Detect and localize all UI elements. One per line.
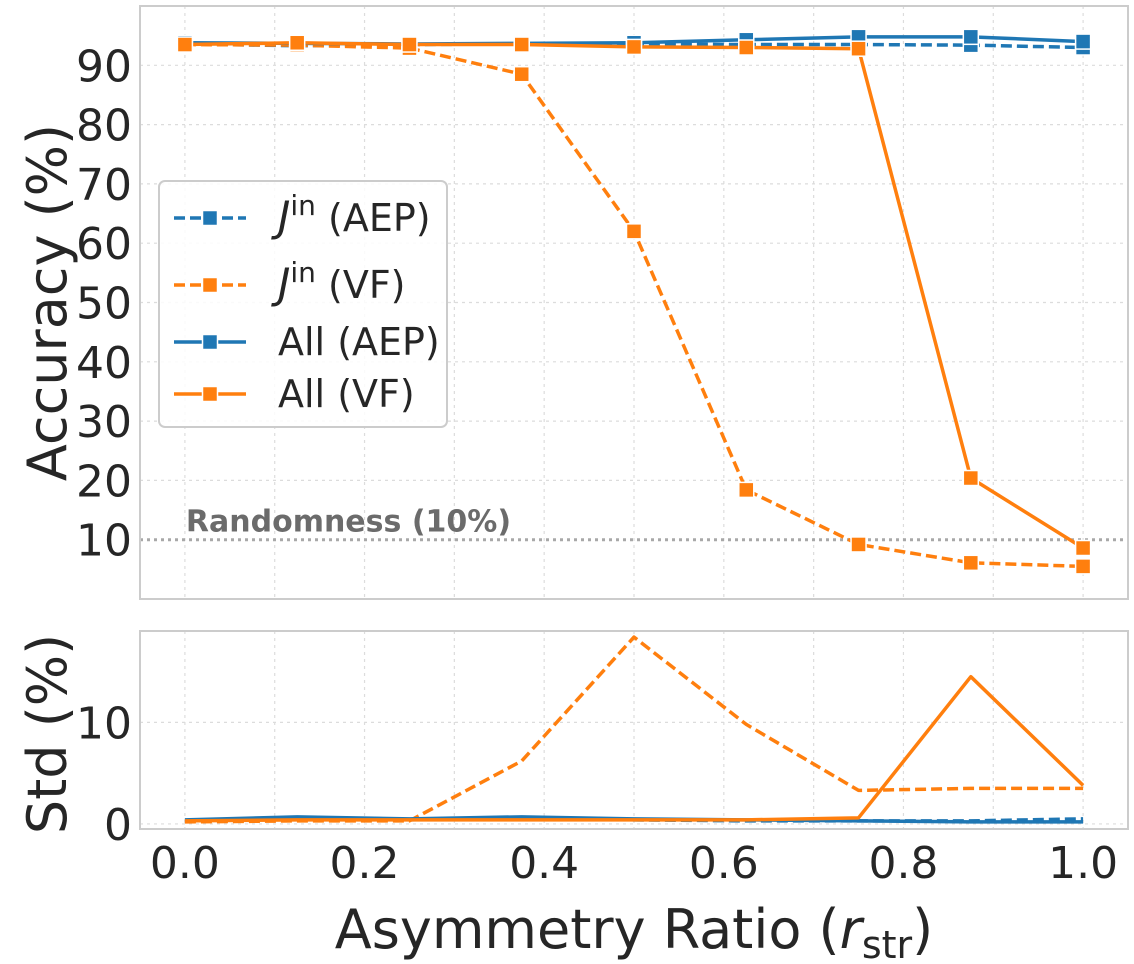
accuracy-series-3-marker (625, 38, 643, 56)
accuracy-series-1-marker (738, 481, 755, 499)
std-y-axis-label: Std (%) (16, 634, 79, 834)
x-axis-label-main: Asymmetry Ratio ( (335, 898, 840, 961)
x-tick-label: 0.8 (868, 838, 938, 889)
x-axis-label-var: r (840, 898, 865, 961)
x-axis-label-sub: str (862, 923, 913, 964)
accuracy-series-3-marker (401, 36, 418, 53)
accuracy-series-3-marker (176, 36, 194, 53)
x-tick-labels: 0.0 0.2 0.4 0.6 0.8 1.0 (150, 838, 1118, 889)
std-series-line-3 (184, 674, 1085, 823)
accuracy-panel: Randomness (10%) 10 20 30 40 50 60 70 80 90 Accu… (16, 5, 1129, 600)
legend-label: All (AEP) (278, 320, 440, 364)
legend-marker-sample (201, 333, 219, 351)
x-tick-label: 0.2 (330, 838, 400, 889)
accuracy-y-tick-label: 50 (76, 279, 132, 330)
legend-marker-sample (201, 385, 219, 403)
accuracy-y-tick-label: 10 (76, 516, 132, 567)
std-series (184, 635, 1085, 824)
accuracy-series (176, 28, 1092, 575)
std-plot-frame (139, 630, 1129, 830)
legend-label-suffix: (AEP) (316, 196, 431, 240)
x-axis-label-close: ) (912, 898, 933, 961)
accuracy-series-1-marker (850, 536, 867, 553)
x-tick-label: 0.4 (509, 838, 579, 889)
accuracy-series-1-marker (625, 223, 643, 240)
x-tick-label: 0.6 (689, 838, 759, 889)
accuracy-series-3-marker (513, 36, 530, 53)
accuracy-y-tick-labels: 10 20 30 40 50 60 70 80 90 (76, 41, 132, 566)
legend-label-sup: in (290, 189, 316, 222)
legend-label: Jin (AEP) (271, 189, 431, 241)
accuracy-y-tick-label: 30 (76, 397, 132, 448)
x-tick-label: 0.0 (150, 838, 220, 889)
legend-label-suffix: (VF) (316, 263, 406, 307)
legend-label: All (VF) (278, 372, 415, 416)
randomness-annotation: Randomness (10%) (186, 505, 511, 540)
accuracy-series-2-marker (1074, 33, 1092, 50)
legend-marker-sample (201, 276, 219, 294)
accuracy-series-2-marker (962, 28, 980, 46)
accuracy-y-tick-label: 90 (76, 41, 132, 92)
legend: Jin (AEP)Jin (VF)All (AEP)All (VF) (158, 180, 448, 428)
std-y-tick-label: 0 (104, 800, 132, 851)
accuracy-series-3-marker (1074, 539, 1092, 557)
accuracy-plot-frame (139, 5, 1129, 600)
accuracy-series-3-marker (288, 34, 306, 52)
accuracy-y-tick-label: 60 (76, 219, 132, 270)
std-grid (140, 631, 1128, 829)
accuracy-series-3-marker (738, 39, 755, 56)
accuracy-y-tick-label: 20 (76, 456, 132, 507)
x-tick-label: 1.0 (1048, 838, 1118, 889)
std-y-tick-labels: 0 10 (76, 698, 132, 851)
accuracy-y-tick-label: 80 (76, 101, 132, 152)
legend-label-sup: in (290, 256, 316, 289)
accuracy-series-1-marker (1074, 558, 1092, 575)
accuracy-y-axis-label: Accuracy (%) (16, 124, 79, 481)
accuracy-series-3-marker (850, 40, 867, 57)
std-panel: 0 10 0.0 0.2 0.4 0.6 0.8 1.0 Std (%) Asymmetry… (16, 630, 1129, 964)
accuracy-series-1-marker (962, 554, 980, 572)
legend-marker-sample (201, 209, 219, 227)
accuracy-series-3-marker (962, 469, 980, 487)
x-axis-label: Asymmetry Ratio (rstr) (335, 898, 933, 964)
legend-box (158, 180, 448, 428)
accuracy-series-1-marker (513, 65, 530, 83)
std-y-tick-label: 10 (76, 698, 132, 749)
accuracy-y-tick-label: 70 (76, 160, 132, 211)
accuracy-y-tick-label: 40 (76, 338, 132, 389)
